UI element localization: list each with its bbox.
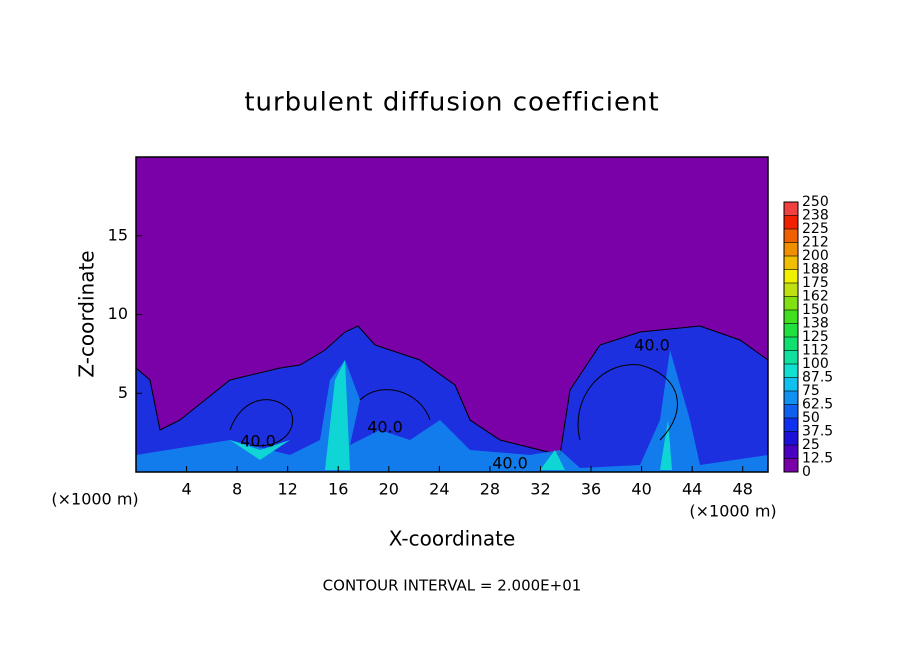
colorbar-label: 138 — [802, 316, 829, 332]
contour-line — [229, 364, 678, 447]
chart-title: turbulent diffusion coefficient — [244, 88, 659, 118]
x-tick-label: 4 — [181, 480, 191, 499]
colorbar-band — [784, 202, 798, 216]
colorbar-band — [784, 310, 798, 324]
x-unit-label: (×1000 m) — [51, 490, 138, 509]
x-tick-label: 44 — [682, 480, 702, 499]
x-tick-label: 8 — [232, 480, 242, 499]
colorbar-label: 188 — [802, 262, 829, 278]
colorbar-band — [784, 391, 798, 405]
field-region — [230, 360, 672, 470]
colorbar-label: 0 — [802, 464, 811, 480]
colorbar-band — [784, 229, 798, 243]
colorbar-label: 87.5 — [802, 370, 833, 386]
colorbar-label: 37.5 — [802, 424, 833, 440]
colorbar-band — [784, 364, 798, 378]
colorbar-band — [784, 377, 798, 391]
colorbar-label: 50 — [802, 410, 820, 426]
colorbar-band — [784, 337, 798, 351]
colorbar-band — [784, 269, 798, 283]
x-tick-label: 28 — [480, 480, 500, 499]
colorbar-band — [784, 431, 798, 445]
colorbar-label: 200 — [802, 248, 829, 264]
colorbar-band — [784, 242, 798, 256]
contour-label: 40.0 — [492, 454, 528, 473]
colorbar-label: 25 — [802, 437, 820, 453]
y-tick-label: 15 — [108, 225, 128, 244]
colorbar-label: 238 — [802, 208, 829, 224]
field-region — [135, 325, 769, 473]
field-region — [136, 350, 768, 472]
colorbar-band — [784, 445, 798, 459]
x-tick-label: 40 — [631, 480, 651, 499]
colorbar-band — [784, 350, 798, 364]
x-unit-label: (×1000 m) — [689, 502, 776, 521]
colorbar-label: 150 — [802, 302, 829, 318]
colorbar-band — [784, 256, 798, 270]
colorbar-label: 162 — [802, 289, 829, 305]
colorbar-band — [784, 323, 798, 337]
colorbar-label: 212 — [802, 235, 829, 251]
x-tick-label: 24 — [429, 480, 449, 499]
field — [135, 156, 769, 473]
y-tick-label: 5 — [118, 383, 128, 402]
colorbar-label: 62.5 — [802, 397, 833, 413]
contour-label: 40.0 — [634, 336, 670, 355]
colorbar-label: 12.5 — [802, 451, 833, 467]
colorbar-band — [784, 215, 798, 229]
x-tick-label: 20 — [379, 480, 399, 499]
colorbar-label: 175 — [802, 275, 829, 291]
colorbar-band — [784, 458, 798, 472]
colorbar-band — [784, 296, 798, 310]
x-tick-label: 36 — [581, 480, 601, 499]
y-axis-label: Z-coordinate — [75, 250, 99, 377]
colorbar-label: 250 — [802, 194, 829, 210]
x-tick-label: 32 — [530, 480, 550, 499]
colorbar-label: 125 — [802, 329, 829, 345]
footer-note: CONTOUR INTERVAL = 2.000E+01 — [323, 577, 582, 595]
colorbar-label: 112 — [802, 343, 829, 359]
x-tick-label: 48 — [733, 480, 753, 499]
colorbar-band — [784, 283, 798, 297]
contour-label: 40.0 — [240, 432, 276, 451]
x-tick-label: 12 — [278, 480, 298, 499]
colorbar-band — [784, 404, 798, 418]
x-tick-label: 16 — [328, 480, 348, 499]
colorbar-label: 75 — [802, 383, 820, 399]
colorbar-label: 100 — [802, 356, 829, 372]
colorbar-band — [784, 418, 798, 432]
contour-label: 40.0 — [367, 418, 403, 437]
colorbar-label: 225 — [802, 221, 829, 237]
x-axis-label: X-coordinate — [389, 527, 516, 551]
y-tick-label: 10 — [108, 304, 128, 323]
